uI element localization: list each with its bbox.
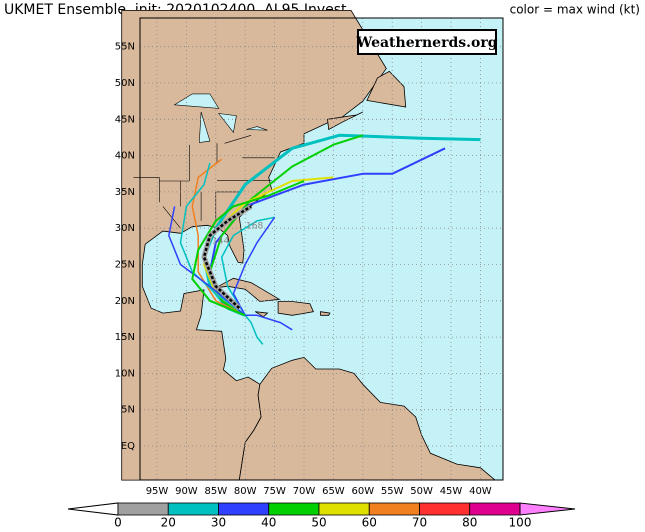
land [320,311,331,316]
lat-label: 20N [115,296,135,307]
lat-label: 45N [115,114,135,125]
track [202,205,252,310]
track [202,133,481,317]
colorbar-tick-label: 70 [412,516,427,530]
colorbar-segment [218,502,270,516]
colorbar-tick-label: 100 [509,516,532,530]
lon-label: 55W [381,486,404,497]
lon-label: 50W [410,486,433,497]
track [191,158,246,316]
watermark: Weathernerds.org [356,35,498,51]
colorbar-segment [368,502,420,516]
lat-label: 55N [115,42,135,53]
land [366,70,407,108]
lat-label: 40N [115,151,135,162]
lon-label: 45W [440,486,463,497]
lake [198,111,211,143]
lake [218,113,237,134]
map [121,9,503,481]
land [327,111,363,131]
colorbar-tick-label: 60 [362,516,377,530]
land [254,311,269,318]
lat-label: 35N [115,187,135,198]
colorbar-tick-label: 20 [161,516,176,530]
colorbar-tick-label: 30 [211,516,226,530]
watermark-box [357,29,497,55]
land [277,301,314,316]
lat-label: 30N [115,223,135,234]
colorbar-segment [318,502,370,516]
lon-label: 75W [263,486,286,497]
colorbar-tick-label: 0 [114,516,122,530]
lat-label: 15N [115,332,135,343]
colorbar-arrow-left [67,502,119,516]
track [244,314,264,345]
lon-label: 85W [204,486,227,497]
track [232,216,276,316]
colorbar-tick-label: 40 [261,516,276,530]
lat-label: 5N [121,405,135,416]
colorbar-segment [167,502,219,516]
colorbar-segment [117,502,169,516]
track [220,216,275,316]
track [179,162,246,316]
lake [173,93,220,109]
lat-label: 10N [115,368,135,379]
colorbar-tick-label: 80 [462,516,477,530]
lat-label: 50N [115,78,135,89]
lake [224,135,252,144]
lon-label: 95W [146,486,169,497]
map-frame [139,17,504,481]
land [215,277,281,302]
land [238,356,497,481]
lat-label: EQ [121,441,135,452]
track [191,180,305,317]
colorbar-segment [419,502,471,516]
lon-label: 60W [351,486,374,497]
lon-label: 80W [234,486,257,497]
colorbar-tick-label: 50 [311,516,326,530]
track-label: 168 [246,222,263,232]
track [168,206,246,316]
lat-label: 25N [115,260,135,271]
lake [246,126,268,131]
lon-label: 90W [175,486,198,497]
track [245,314,293,331]
lon-label: 70W [293,486,316,497]
colorbar-arrow-right [519,502,576,516]
lon-label: 65W [322,486,345,497]
colorbar-segment [268,502,320,516]
lon-label: 40W [469,486,492,497]
colorbar-segment [469,502,521,516]
legend-note: color = max wind (kt) [510,3,640,17]
track-label: 144 [212,237,229,247]
